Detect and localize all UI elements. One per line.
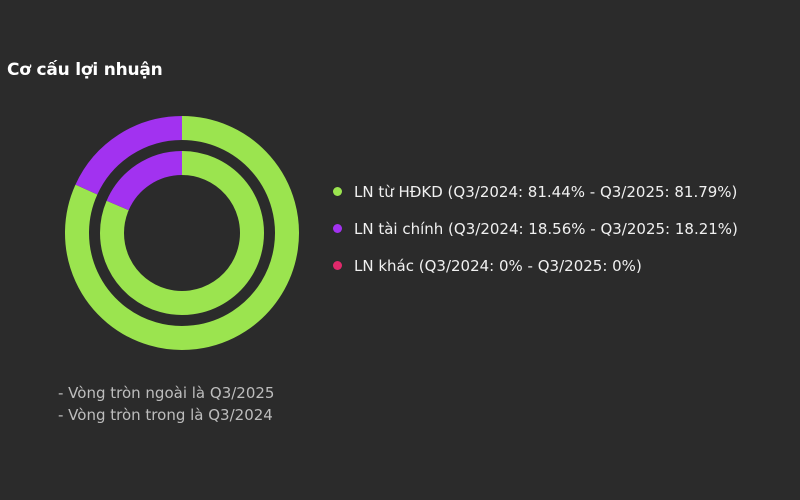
chart-title: Cơ cấu lợi nhuận xyxy=(7,60,163,80)
legend-item-tai-chinh[interactable]: LN tài chính (Q3/2024: 18.56% - Q3/2025:… xyxy=(333,219,738,238)
legend-dot-hdkd xyxy=(333,187,342,196)
legend-item-hdkd[interactable]: LN từ HĐKD (Q3/2024: 81.44% - Q3/2025: 8… xyxy=(333,182,738,201)
ring-notes: - Vòng tròn ngoài là Q3/2025 - Vòng tròn… xyxy=(58,382,274,426)
legend: LN từ HĐKD (Q3/2024: 81.44% - Q3/2025: 8… xyxy=(333,182,738,293)
note-inner-ring: - Vòng tròn trong là Q3/2024 xyxy=(58,406,273,424)
legend-dot-tai-chinh xyxy=(333,224,342,233)
outer-ring-slice-hdkd[interactable] xyxy=(65,116,299,350)
legend-dot-khac xyxy=(333,261,342,270)
legend-label-khac: LN khác (Q3/2024: 0% - Q3/2025: 0%) xyxy=(354,256,642,275)
legend-item-khac[interactable]: LN khác (Q3/2024: 0% - Q3/2025: 0%) xyxy=(333,256,738,275)
inner-ring-slice-hdkd[interactable] xyxy=(100,151,264,315)
legend-label-hdkd: LN từ HĐKD (Q3/2024: 81.44% - Q3/2025: 8… xyxy=(354,182,738,201)
legend-label-tai-chinh: LN tài chính (Q3/2024: 18.56% - Q3/2025:… xyxy=(354,219,738,238)
outer-ring-slice-tai-chinh[interactable] xyxy=(75,116,183,195)
inner-ring-slice-tai-chinh[interactable] xyxy=(106,151,183,211)
note-outer-ring: - Vòng tròn ngoài là Q3/2025 xyxy=(58,384,275,402)
